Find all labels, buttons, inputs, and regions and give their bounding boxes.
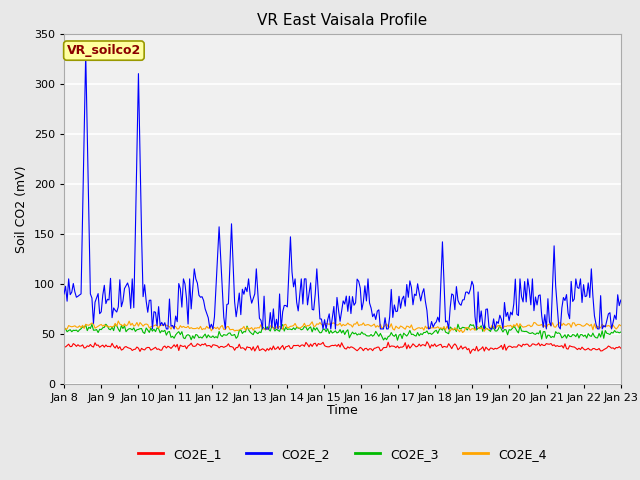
X-axis label: Time: Time [327, 405, 358, 418]
Legend: CO2E_1, CO2E_2, CO2E_3, CO2E_4: CO2E_1, CO2E_2, CO2E_3, CO2E_4 [133, 443, 552, 466]
Y-axis label: Soil CO2 (mV): Soil CO2 (mV) [15, 165, 28, 252]
Title: VR East Vaisala Profile: VR East Vaisala Profile [257, 13, 428, 28]
Text: VR_soilco2: VR_soilco2 [67, 44, 141, 57]
